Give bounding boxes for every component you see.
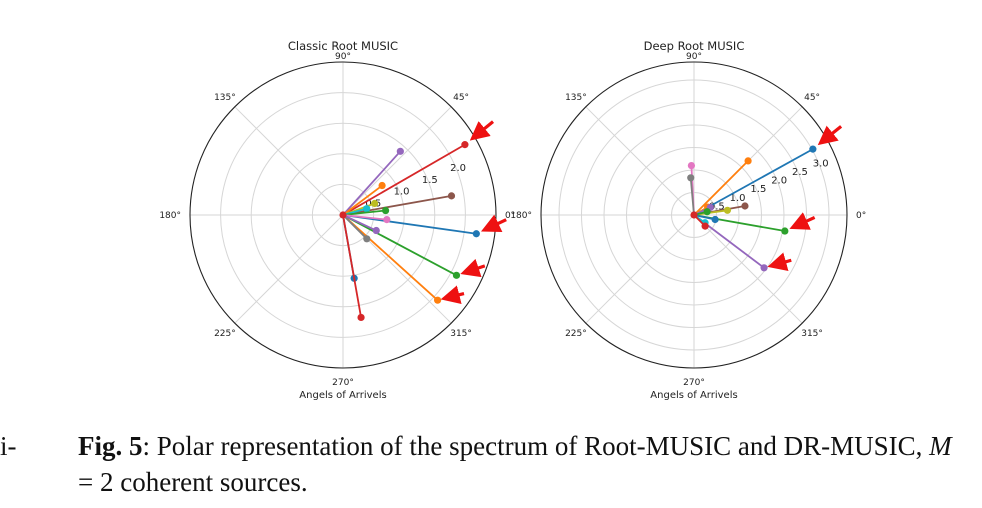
annotation-arrow bbox=[767, 252, 792, 271]
radial-tick-label: 2.0 bbox=[771, 176, 787, 187]
series-point bbox=[472, 230, 480, 238]
margin-fragment: i- bbox=[0, 431, 17, 461]
radial-tick-label: 1.0 bbox=[730, 193, 746, 204]
series-line bbox=[342, 214, 387, 221]
series-line bbox=[342, 150, 401, 216]
radial-tick-label: 1.0 bbox=[394, 187, 410, 198]
chart-title: Deep Root MUSIC bbox=[644, 39, 745, 53]
caption-text-1: : Polar representation of the spectrum o… bbox=[142, 431, 930, 461]
angle-tick-label: 45° bbox=[804, 93, 820, 103]
angular-gridline bbox=[234, 214, 344, 324]
series-point bbox=[447, 192, 456, 200]
radial-tick-label: 1.5 bbox=[422, 175, 438, 186]
angle-tick-label: 270° bbox=[332, 378, 354, 388]
angle-tick-label: 180° bbox=[510, 211, 532, 221]
angle-tick-label: 0° bbox=[856, 211, 866, 221]
radial-tick-label: 0.5 bbox=[709, 201, 725, 212]
series-point bbox=[687, 174, 695, 182]
radial-tick-label: 3.0 bbox=[813, 158, 829, 169]
series-point bbox=[371, 199, 379, 208]
series-line bbox=[693, 160, 749, 216]
series-point bbox=[378, 181, 386, 190]
polar-figure: 0° 45° 90° 135° 180° 225° 270° 315° 0.5 1.0 1.5 2.0… bbox=[159, 39, 866, 401]
radial-tick-label: 2.5 bbox=[792, 167, 808, 178]
angular-gridline bbox=[342, 106, 452, 216]
x-axis-label: Angels of Arrivels bbox=[299, 390, 386, 401]
angle-tick-label: 225° bbox=[214, 329, 236, 339]
deep-root-music-chart: 0° 45° 90° 135° 180° 225° 270° 315° 0.5 1.0 1.5 2.0… bbox=[510, 39, 866, 401]
caption-text-2: = 2 coherent sources. bbox=[78, 467, 308, 497]
caption-math: M bbox=[929, 431, 952, 461]
series-line bbox=[342, 214, 362, 318]
series-point bbox=[760, 264, 768, 272]
angle-tick-label: 45° bbox=[453, 93, 469, 103]
polar-frame bbox=[540, 61, 848, 369]
angle-tick-label: 135° bbox=[565, 93, 587, 103]
series-point bbox=[452, 271, 461, 279]
series-point bbox=[382, 206, 390, 215]
angle-tick-label: 225° bbox=[565, 329, 587, 339]
annotation-arrow bbox=[440, 285, 465, 305]
series-point bbox=[781, 227, 789, 235]
series-point bbox=[461, 141, 469, 149]
series-point bbox=[741, 202, 749, 210]
figure-caption: Fig. 5: Polar representation of the spec… bbox=[78, 428, 968, 500]
series-point bbox=[809, 145, 817, 153]
angle-tick-label: 90° bbox=[335, 52, 351, 62]
angle-tick-label: 180° bbox=[159, 211, 181, 221]
series-line bbox=[693, 148, 814, 216]
series-line bbox=[342, 184, 383, 216]
series-line bbox=[342, 214, 439, 301]
annotation-arrow bbox=[480, 214, 507, 233]
series-point bbox=[711, 215, 719, 224]
series-line bbox=[342, 214, 377, 232]
series-point bbox=[383, 216, 391, 224]
series-point bbox=[433, 296, 442, 304]
series-line bbox=[342, 214, 457, 277]
series-line bbox=[342, 209, 386, 216]
series-point bbox=[744, 157, 752, 165]
series-line bbox=[342, 214, 368, 240]
series-point bbox=[363, 205, 371, 213]
series-point bbox=[723, 206, 732, 214]
radial-tick-label: 1.5 bbox=[750, 184, 766, 195]
angular-gridline bbox=[585, 214, 695, 324]
angle-tick-label: 270° bbox=[683, 378, 705, 388]
annotation-arrow bbox=[817, 125, 843, 146]
series-point bbox=[703, 208, 711, 216]
caption-label: Fig. 5 bbox=[78, 431, 143, 461]
x-axis-label: Angels of Arrivels bbox=[650, 390, 737, 401]
series-point bbox=[687, 161, 696, 170]
annotation-arrow bbox=[789, 212, 816, 230]
angular-gridline bbox=[693, 214, 803, 324]
series-point bbox=[701, 222, 709, 230]
annotation-arrow bbox=[469, 120, 495, 141]
radial-tick-label: 2.0 bbox=[450, 163, 466, 174]
angle-tick-label: 0° bbox=[505, 211, 515, 221]
angle-tick-label: 315° bbox=[801, 329, 823, 339]
angular-gridline bbox=[585, 106, 695, 216]
series-point bbox=[372, 226, 380, 235]
series-line bbox=[342, 143, 466, 216]
chart-title: Classic Root MUSIC bbox=[288, 39, 398, 53]
origin-point bbox=[690, 211, 698, 219]
series-line bbox=[342, 194, 452, 216]
angular-gridline bbox=[234, 106, 344, 216]
angle-tick-label: 315° bbox=[450, 329, 472, 339]
classic-root-music-chart: 0°45°90°135°180°225°270°315°0.51.01.52.0… bbox=[159, 39, 515, 401]
origin-point bbox=[339, 211, 347, 219]
annotation-arrow bbox=[460, 258, 486, 278]
series-point bbox=[357, 313, 365, 322]
angle-tick-label: 90° bbox=[686, 52, 702, 62]
series-point bbox=[396, 147, 404, 155]
series-point bbox=[363, 235, 371, 243]
series-line bbox=[689, 177, 695, 216]
angle-tick-label: 135° bbox=[214, 93, 236, 103]
